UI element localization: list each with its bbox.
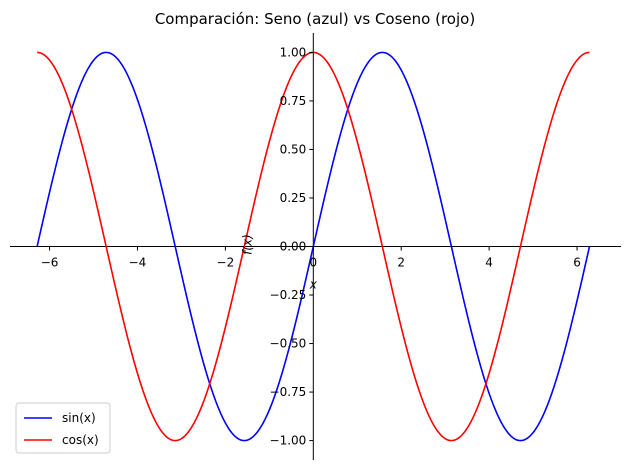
chart-title: Comparación: Seno (azul) vs Coseno (rojo… — [155, 10, 475, 28]
y-tick-label: −1.00 — [270, 434, 307, 448]
x-tick-label: 6 — [573, 256, 581, 270]
x-tick-label: 4 — [485, 256, 493, 270]
legend-label-sin: sin(x) — [62, 411, 96, 425]
x-tick-label: −4 — [129, 256, 147, 270]
y-tick-label: 1.00 — [280, 45, 307, 59]
ticks: −6 −4 −2 0 2 4 6 −1.00 −0.75 −0.50 −0.25 0.00 0.25 0.… — [41, 45, 581, 447]
y-tick-label: 0.75 — [280, 94, 307, 108]
y-tick-label: 0.00 — [280, 240, 307, 254]
axes — [10, 33, 621, 460]
y-tick-label: 0.25 — [280, 191, 307, 205]
y-tick-label: −0.75 — [270, 385, 307, 399]
x-tick-label: −6 — [41, 256, 59, 270]
y-axis-label: f(x) — [240, 234, 254, 255]
legend-label-cos: cos(x) — [62, 433, 99, 447]
y-tick-label: −0.50 — [270, 337, 307, 351]
legend-entries: sin(x) cos(x) — [24, 411, 99, 447]
x-axis-label: x — [309, 278, 318, 292]
y-tick-label: 0.50 — [280, 142, 307, 156]
y-tick-label: −0.25 — [270, 288, 307, 302]
x-tick-label: 2 — [397, 256, 405, 270]
x-tick-label: 0 — [309, 256, 317, 270]
legend: sin(x) cos(x) — [15, 402, 111, 454]
x-tick-label: −2 — [217, 256, 235, 270]
